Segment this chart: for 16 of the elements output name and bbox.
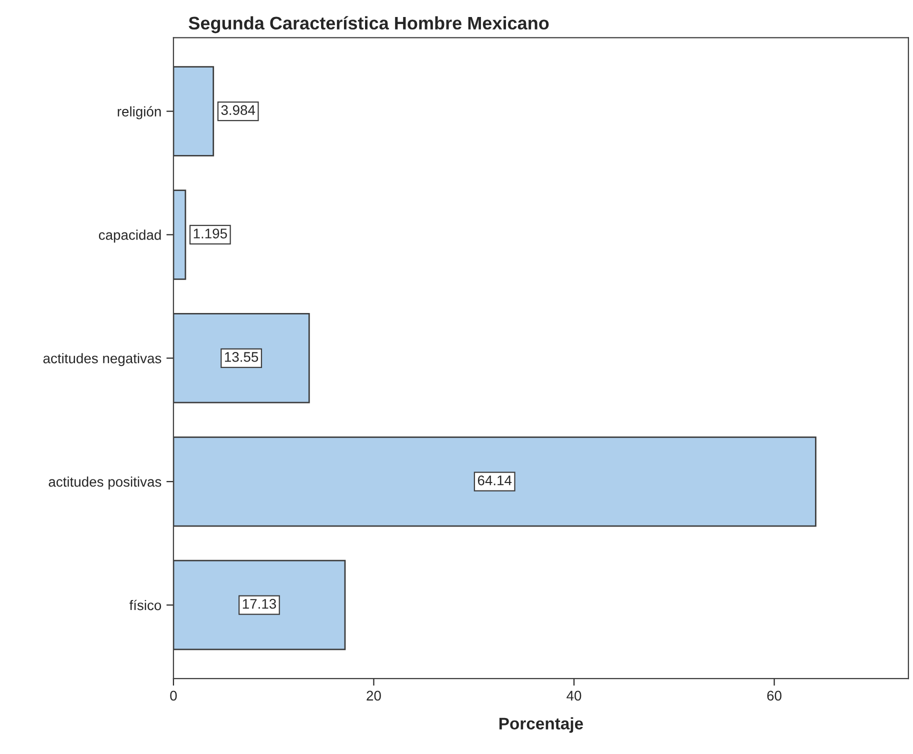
data-label: 64.14 <box>478 475 512 486</box>
data-label: 17.13 <box>242 598 276 609</box>
y-tick-label: actitudes negativas <box>43 353 162 366</box>
x-tick-label: 0 <box>170 690 177 701</box>
y-tick-label: actitudes positivas <box>48 476 162 490</box>
y-tick-label: capacidad <box>98 230 161 243</box>
x-tick-label: 60 <box>767 690 782 701</box>
x-tick-label: 20 <box>366 690 381 701</box>
data-label: 3.984 <box>221 105 256 115</box>
y-tick-label: religión <box>118 106 161 120</box>
data-label: 13.55 <box>224 352 258 362</box>
chart-title: Segunda Característica Hombre Mexicano <box>188 16 549 34</box>
x-tick-label: 40 <box>566 690 582 701</box>
data-label: 1.195 <box>194 228 227 238</box>
x-axis-title: Porcentaje <box>499 717 583 733</box>
y-tick-label: físico <box>129 600 162 610</box>
